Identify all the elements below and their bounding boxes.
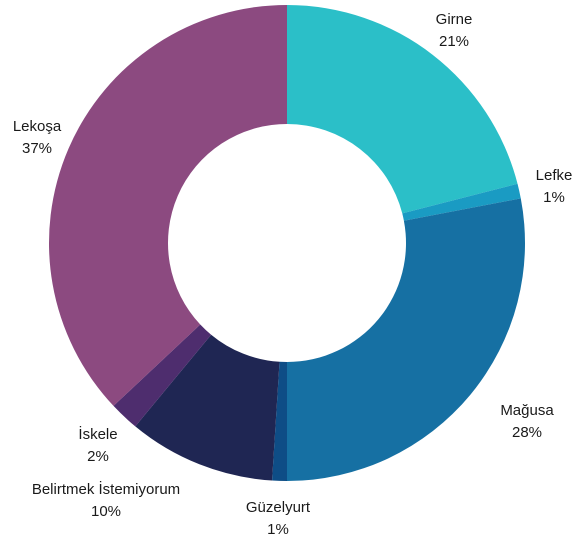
slice-label-iskele: İskele	[78, 425, 117, 443]
slice-label-lekosa: Lekoşa	[13, 118, 62, 135]
slice-value-guzelyurt: 1%	[267, 521, 289, 538]
slice-belirtmek-istemiyorum	[135, 334, 280, 481]
slice-labels: Girne 21% Lefke 1% Mağusa 28% Güzelyurt 1% Belir…	[13, 11, 573, 538]
slice-value-magusa: 28%	[512, 424, 542, 441]
slice-lefke	[402, 183, 521, 221]
slice-label-guzelyurt: Güzelyurt	[246, 499, 311, 516]
slice-girne	[287, 5, 518, 214]
slice-iskele	[113, 324, 212, 427]
slice-lekosa	[48, 5, 287, 406]
slice-label-girne: Girne	[436, 11, 473, 28]
slice-magusa	[287, 198, 525, 481]
slice-label-belirtmek-istemiyorum: Belirtmek İstemiyorum	[32, 480, 180, 498]
slice-value-lefke: 1%	[543, 189, 565, 206]
slice-label-lefke: Lefke	[536, 167, 573, 184]
slice-value-belirtmek-istemiyorum: 10%	[91, 503, 121, 520]
slice-value-iskele: 2%	[87, 448, 109, 465]
slice-label-magusa: Mağusa	[500, 402, 554, 419]
slice-value-lekosa: 37%	[22, 140, 52, 157]
slices	[48, 5, 525, 481]
slice-guzelyurt	[272, 361, 287, 481]
slice-value-girne: 21%	[439, 33, 469, 50]
